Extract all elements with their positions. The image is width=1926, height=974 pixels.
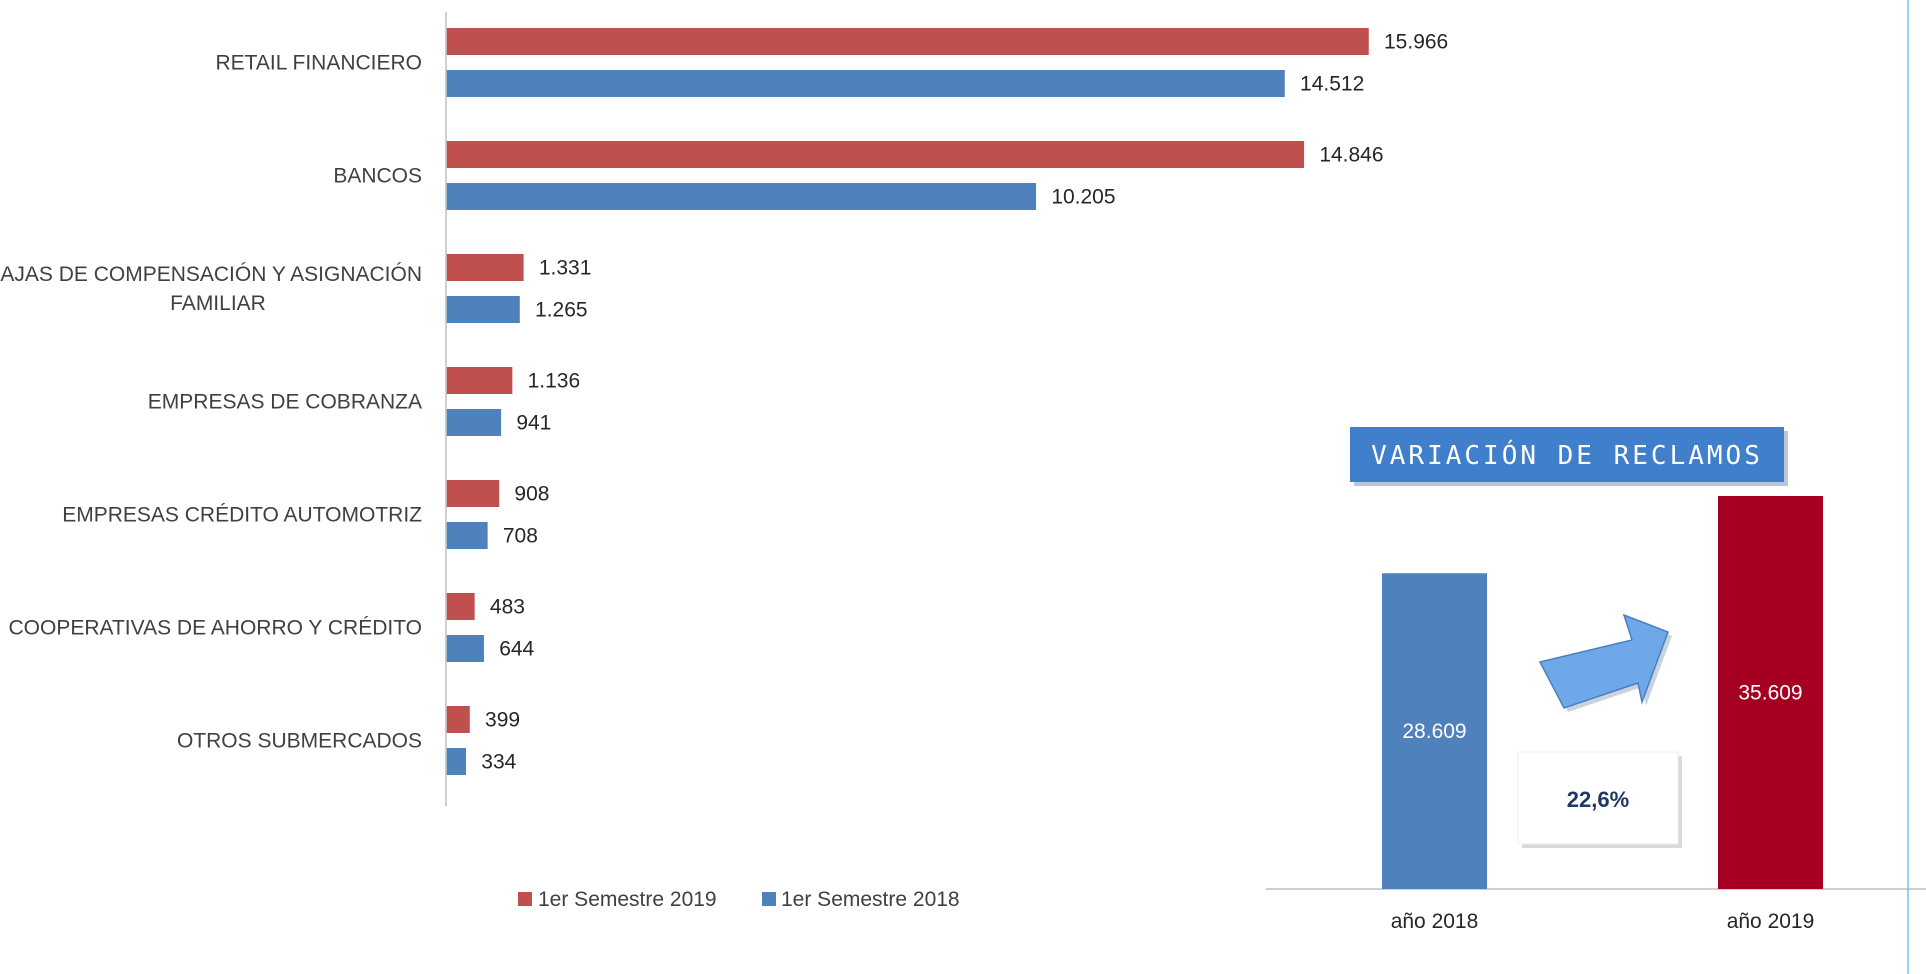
bar-2019 xyxy=(446,28,1369,55)
category-label: CAJAS DE COMPENSACIÓN Y ASIGNACIÓN xyxy=(0,263,422,286)
data-label: 14.512 xyxy=(1300,73,1364,96)
legend: 1er Semestre 2019 1er Semestre 2018 xyxy=(518,888,960,911)
variation-title: VARIACIÓN DE RECLAMOS xyxy=(1371,439,1763,471)
bar-2019 xyxy=(446,141,1305,168)
bar-2018 xyxy=(446,70,1285,97)
data-label: 1.331 xyxy=(539,257,592,280)
year-bar-2019 xyxy=(1718,496,1823,889)
bar-2019 xyxy=(446,367,513,394)
category-label: FAMILIAR xyxy=(170,292,266,315)
bar-2019 xyxy=(446,593,475,620)
category-label: EMPRESAS DE COBRANZA xyxy=(148,391,422,414)
data-label: 399 xyxy=(485,709,520,732)
data-label: 334 xyxy=(481,751,516,774)
year-labels: año 2018 año 2019 xyxy=(1391,910,1815,933)
bar-2018 xyxy=(446,635,484,662)
arrow-shape xyxy=(1538,613,1669,709)
bar-2019 xyxy=(446,480,500,507)
category-label: COOPERATIVAS DE AHORRO Y CRÉDITO xyxy=(9,617,422,640)
data-label: 941 xyxy=(516,412,551,435)
bar-2018 xyxy=(446,748,467,775)
bar-2018 xyxy=(446,296,520,323)
category-label: RETAIL FINANCIERO xyxy=(215,52,422,75)
year-label: año 2019 xyxy=(1727,910,1815,933)
category-label: EMPRESAS CRÉDITO AUTOMOTRIZ xyxy=(62,504,422,527)
up-arrow-icon xyxy=(1538,613,1672,712)
value-labels: 15.966 14.512 14.846 10.205 1.331 1.265 1.136 9… xyxy=(481,31,1448,774)
bar-2018 xyxy=(446,522,488,549)
variation-title-box: VARIACIÓN DE RECLAMOS xyxy=(1350,427,1788,486)
data-label: 644 xyxy=(499,638,534,661)
year-bar-value: 35.609 xyxy=(1738,682,1802,705)
category-label: BANCOS xyxy=(333,165,422,188)
data-label: 708 xyxy=(503,525,538,548)
bars-group xyxy=(446,28,1369,775)
legend-label-2018: 1er Semestre 2018 xyxy=(781,888,960,911)
data-label: 15.966 xyxy=(1384,31,1448,54)
data-label: 908 xyxy=(514,483,549,506)
year-label: año 2018 xyxy=(1391,910,1479,933)
complaints-variation-chart: VARIACIÓN DE RECLAMOS 28.609 35.609 año 2… xyxy=(1266,0,1926,974)
percentage-box-background xyxy=(1517,751,1679,845)
legend-swatch-2019 xyxy=(518,892,532,906)
percentage-change-value: 22,6% xyxy=(1567,787,1629,812)
year-bars-group: 28.609 35.609 xyxy=(1382,496,1823,889)
complaints-by-submarket-chart: RETAIL FINANCIERO BANCOS CAJAS DE COMPENSA… xyxy=(0,12,1448,911)
bar-2019 xyxy=(446,706,470,733)
category-labels: RETAIL FINANCIERO BANCOS CAJAS DE COMPENSA… xyxy=(0,52,422,753)
bar-2018 xyxy=(446,409,502,436)
data-label: 483 xyxy=(490,596,525,619)
data-label: 10.205 xyxy=(1051,186,1115,209)
year-bar-value: 28.609 xyxy=(1402,720,1466,743)
data-label: 14.846 xyxy=(1319,144,1383,167)
data-label: 1.265 xyxy=(535,299,588,322)
percentage-box: 22,6% xyxy=(1517,751,1682,848)
category-label: OTROS SUBMERCADOS xyxy=(177,730,422,753)
bar-2018 xyxy=(446,183,1037,210)
title-box-background xyxy=(1350,427,1784,482)
bar-2019 xyxy=(446,254,524,281)
data-label: 1.136 xyxy=(528,370,581,393)
year-bar-2018 xyxy=(1382,573,1487,889)
legend-label-2019: 1er Semestre 2019 xyxy=(538,888,717,911)
legend-swatch-2018 xyxy=(762,892,776,906)
